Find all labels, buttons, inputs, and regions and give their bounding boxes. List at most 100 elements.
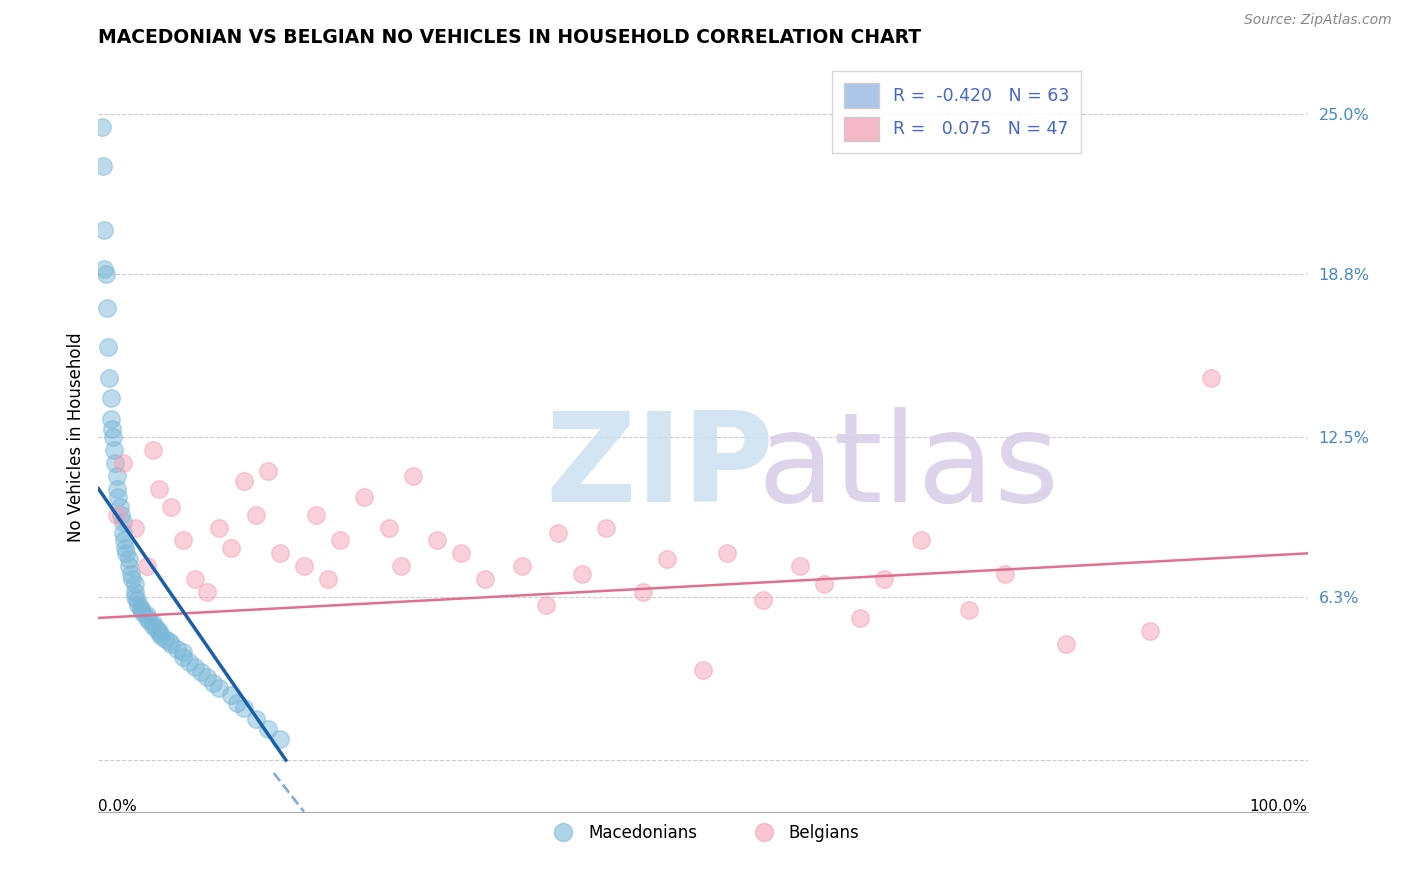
Point	[221, 541, 243, 556]
Point	[631, 585, 654, 599]
Point	[450, 546, 472, 560]
Point	[138, 614, 160, 628]
Point	[124, 585, 146, 599]
Point	[172, 649, 194, 664]
Point	[118, 551, 141, 566]
Point	[208, 681, 231, 695]
Point	[226, 696, 249, 710]
Point	[120, 567, 142, 582]
Point	[112, 533, 135, 548]
Point	[91, 159, 114, 173]
Point	[97, 340, 120, 354]
Point	[110, 508, 132, 522]
Point	[111, 456, 134, 470]
Point	[98, 370, 121, 384]
Point	[789, 559, 811, 574]
Point	[184, 660, 207, 674]
Point	[160, 500, 183, 514]
Point	[813, 577, 835, 591]
Point	[93, 223, 115, 237]
Point	[256, 464, 278, 478]
Legend: Macedonians, Belgians: Macedonians, Belgians	[540, 817, 866, 848]
Point	[1054, 637, 1077, 651]
Text: Source: ZipAtlas.com: Source: ZipAtlas.com	[1244, 13, 1392, 28]
Point	[148, 624, 170, 638]
Point	[114, 541, 136, 556]
Point	[221, 689, 243, 703]
Point	[127, 598, 149, 612]
Point	[145, 621, 167, 635]
Point	[329, 533, 352, 548]
Point	[124, 577, 146, 591]
Point	[129, 603, 152, 617]
Point	[93, 262, 115, 277]
Point	[202, 675, 225, 690]
Point	[100, 422, 122, 436]
Point	[716, 546, 738, 560]
Point	[595, 520, 617, 534]
Point	[157, 634, 180, 648]
Point	[571, 567, 593, 582]
Point	[353, 490, 375, 504]
Point	[118, 559, 141, 574]
Point	[142, 618, 165, 632]
Point	[184, 572, 207, 586]
Point	[389, 559, 412, 574]
Point	[232, 701, 254, 715]
Text: 100.0%: 100.0%	[1250, 799, 1308, 814]
Point	[94, 268, 117, 282]
Point	[96, 301, 118, 315]
Point	[150, 629, 173, 643]
Point	[142, 616, 165, 631]
Point	[172, 644, 194, 658]
Point	[190, 665, 212, 680]
Point	[269, 546, 291, 560]
Point	[534, 598, 557, 612]
Point	[957, 603, 980, 617]
Point	[426, 533, 449, 548]
Point	[208, 520, 231, 534]
Y-axis label: No Vehicles in Household: No Vehicles in Household	[66, 332, 84, 542]
Point	[124, 520, 146, 534]
Point	[692, 663, 714, 677]
Point	[135, 559, 157, 574]
Point	[256, 722, 278, 736]
Point	[100, 392, 122, 406]
Text: atlas: atlas	[758, 407, 1060, 527]
Point	[316, 572, 339, 586]
Point	[232, 474, 254, 488]
Point	[195, 670, 218, 684]
Text: ZIP: ZIP	[546, 407, 775, 527]
Point	[142, 442, 165, 457]
Point	[510, 559, 533, 574]
Point	[166, 642, 188, 657]
Point	[104, 456, 127, 470]
Point	[111, 525, 134, 540]
Point	[132, 606, 155, 620]
Point	[115, 546, 138, 560]
Point	[269, 732, 291, 747]
Point	[91, 120, 114, 134]
Point	[245, 712, 267, 726]
Point	[124, 591, 146, 605]
Point	[127, 592, 149, 607]
Point	[105, 482, 128, 496]
Point	[153, 632, 176, 646]
Point	[111, 516, 134, 530]
Point	[402, 468, 425, 483]
Point	[474, 572, 496, 586]
Point	[873, 572, 896, 586]
Point	[195, 585, 218, 599]
Point	[101, 430, 124, 444]
Point	[994, 567, 1017, 582]
Point	[179, 655, 201, 669]
Point	[107, 490, 129, 504]
Point	[129, 600, 152, 615]
Point	[160, 637, 183, 651]
Point	[148, 482, 170, 496]
Point	[100, 412, 122, 426]
Point	[148, 626, 170, 640]
Text: 0.0%: 0.0%	[98, 799, 138, 814]
Point	[377, 520, 399, 534]
Point	[121, 572, 143, 586]
